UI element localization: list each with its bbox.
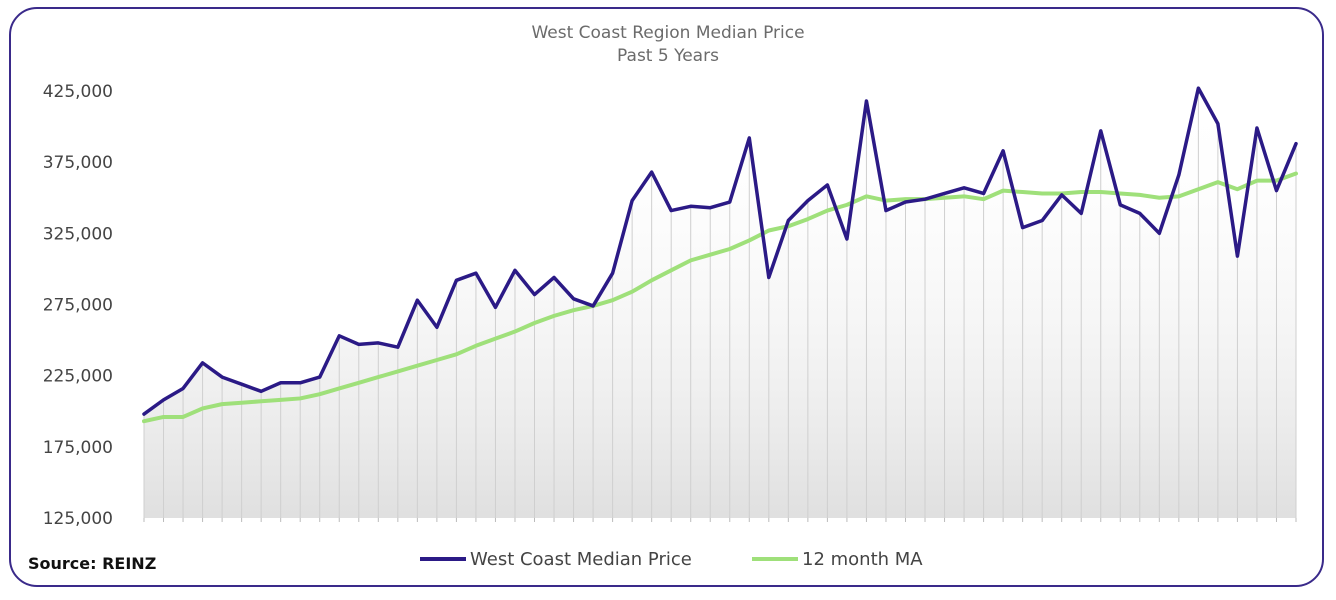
vertical-gridlines bbox=[143, 88, 1297, 522]
area-fill bbox=[144, 88, 1296, 519]
series-lines bbox=[142, 86, 1298, 424]
legend-label-median: West Coast Median Price bbox=[470, 549, 692, 570]
y-tick-label: 175,000 bbox=[43, 438, 113, 458]
y-tick-label: 225,000 bbox=[43, 367, 113, 387]
y-tick-label: 375,000 bbox=[43, 153, 113, 173]
series-line-12-month-ma bbox=[142, 171, 1298, 424]
y-tick-label: 275,000 bbox=[43, 296, 113, 316]
legend-label-ma: 12 month MA bbox=[802, 549, 923, 570]
legend: West Coast Median Price 12 month MA bbox=[420, 549, 923, 570]
y-tick-label: 425,000 bbox=[43, 82, 113, 102]
y-tick-label: 125,000 bbox=[43, 509, 113, 529]
median-area bbox=[144, 88, 1296, 519]
y-tick-label: 325,000 bbox=[43, 224, 113, 244]
chart-subtitle: Past 5 Years bbox=[617, 46, 719, 66]
source-note: Source: REINZ bbox=[28, 554, 156, 573]
chart-title: West Coast Region Median Price bbox=[531, 23, 804, 43]
y-axis-ticks: 425,000 375,000 325,000 275,000 225,000 175,0… bbox=[43, 82, 113, 529]
series-line-median-price bbox=[142, 86, 1298, 416]
